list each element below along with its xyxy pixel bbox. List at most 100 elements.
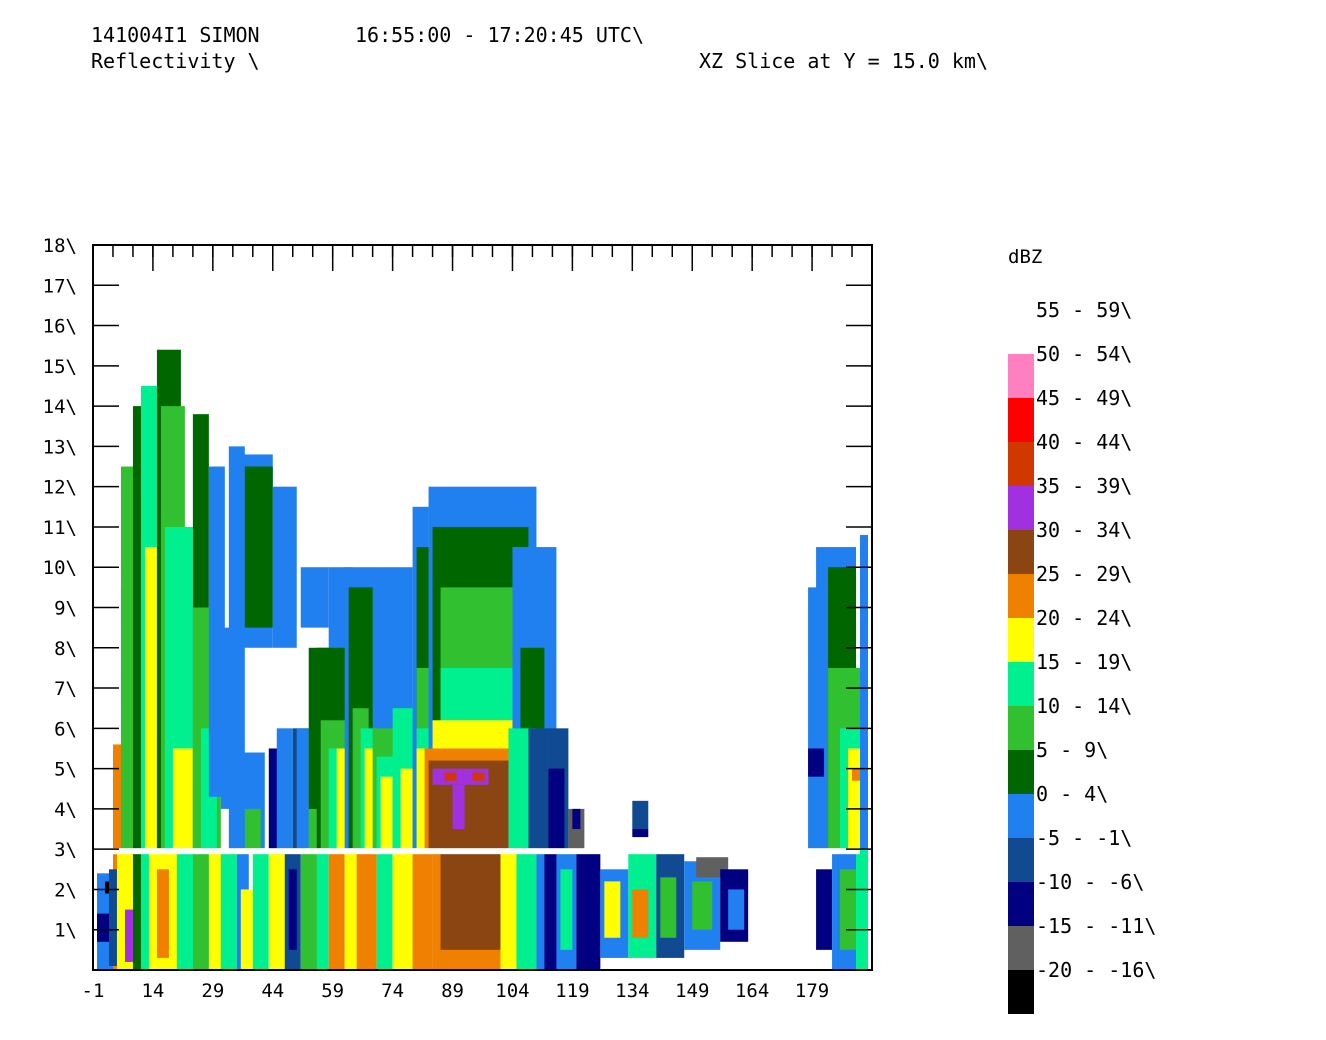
data-gap-line [104,848,861,855]
legend-label: -10 - -6\ [1036,870,1145,894]
heatmap-cell [380,776,393,850]
y-tick-label: 3\ [54,839,77,861]
legend-label: 15 - 19\ [1036,650,1133,674]
y-tick-label: 18\ [43,235,77,257]
heatmap-cell [604,881,621,938]
heatmap-cell [632,800,649,830]
heatmap-cell [364,748,377,850]
legend-swatch [1008,970,1034,1014]
heatmap-cell [660,877,677,938]
legend-swatch [1008,926,1034,970]
heatmap-cell [848,748,861,850]
legend-swatch [1008,442,1034,486]
heatmap-cell [400,768,413,850]
y-tick-label: 17\ [43,275,77,297]
legend-unit: dBZ [1008,246,1043,268]
heatmap-cell [288,869,297,950]
legend-entry: 5 - 9\ [1008,738,1168,794]
legend-swatch [1008,398,1034,442]
heatmap-cell [316,849,329,970]
x-tick-label: 134 [615,980,649,1002]
legend-swatch [1008,838,1034,882]
heatmap-cell [336,748,349,850]
heatmap-cell [860,535,869,850]
y-tick-label: 4\ [54,799,77,821]
legend-label: 25 - 29\ [1036,562,1133,586]
x-tick-label: 179 [795,980,829,1002]
heatmap-cell [840,869,857,950]
legend-entry: 50 - 54\ [1008,342,1168,398]
heatmap-cell [356,849,377,970]
y-tick-label: 10\ [43,557,77,579]
heatmap-cell [576,849,601,970]
heatmap-cell [856,849,869,970]
y-tick-label: 14\ [43,396,77,418]
x-tick-label: 89 [441,980,464,1002]
heatmap-cell [632,889,649,938]
y-tick-label: 13\ [43,436,77,458]
legend-entry: 0 - 4\ [1008,782,1168,838]
heatmap-cell [208,849,221,970]
heatmap-cell [452,784,465,830]
legend-label: 35 - 39\ [1036,474,1133,498]
header-field-name: Reflectivity \ [91,49,260,73]
legend-entry: 20 - 24\ [1008,606,1168,662]
x-tick-label: 14 [141,980,164,1002]
legend-swatch [1008,574,1034,618]
y-tick-label: 12\ [43,477,77,499]
legend-entry: 45 - 49\ [1008,386,1168,442]
heatmap-cell [192,849,213,970]
legend-swatch [1008,486,1034,530]
heatmap-cell [300,849,321,970]
heatmap-cell [124,909,133,962]
y-tick-label: 8\ [54,638,77,660]
y-tick-label: 15\ [43,356,77,378]
legend-label: 55 - 59\ [1036,298,1133,322]
heatmap-cell [272,486,297,648]
legend-entry: 35 - 39\ [1008,474,1168,530]
heatmap-cell [244,808,261,850]
x-tick-label: -1 [82,980,105,1002]
heatmap-cell [528,728,549,850]
legend-entry: -20 - -16\ [1008,958,1168,1014]
legend-entry: 25 - 29\ [1008,562,1168,618]
y-tick-label: 7\ [54,678,77,700]
heatmap-cell [548,768,565,850]
heatmap-cell [472,772,485,781]
heatmap-cell [240,889,253,970]
x-tick-label: 104 [495,980,529,1002]
legend-entry: 40 - 44\ [1008,430,1168,486]
legend-entry: 15 - 19\ [1008,650,1168,706]
legend-label: -20 - -16\ [1036,958,1157,982]
heatmap-cell [852,768,861,781]
heatmap-cell [172,748,193,850]
x-tick-label: 164 [735,980,769,1002]
legend-swatch [1008,354,1034,398]
heatmap-cell [268,849,285,970]
x-tick-label: 29 [201,980,224,1002]
heatmap-cell [156,869,169,958]
legend-swatch [1008,882,1034,926]
heatmap-cell [816,869,833,950]
y-tick-label: 11\ [43,517,77,539]
legend-swatch [1008,706,1034,750]
heatmap-cell [728,889,745,930]
heatmap-cell [692,881,713,930]
legend-entry: 10 - 14\ [1008,694,1168,750]
legend-entry: 55 - 59\ [1008,298,1168,354]
heatmap-cell [108,869,117,966]
heatmap-cell [560,869,573,950]
legend-swatch [1008,310,1034,354]
legend-swatch [1008,794,1034,838]
y-tick-label: 2\ [54,879,77,901]
heatmap-cell [376,849,393,970]
heatmap-cell [300,567,329,628]
y-tick-label: 5\ [54,759,77,781]
heatmap-cell [176,849,197,970]
legend-label: 50 - 54\ [1036,342,1133,366]
legend-label: 30 - 34\ [1036,518,1133,542]
heatmap-cell [516,849,537,970]
heatmap-cell [96,913,109,942]
heatmap-cell [252,849,269,970]
